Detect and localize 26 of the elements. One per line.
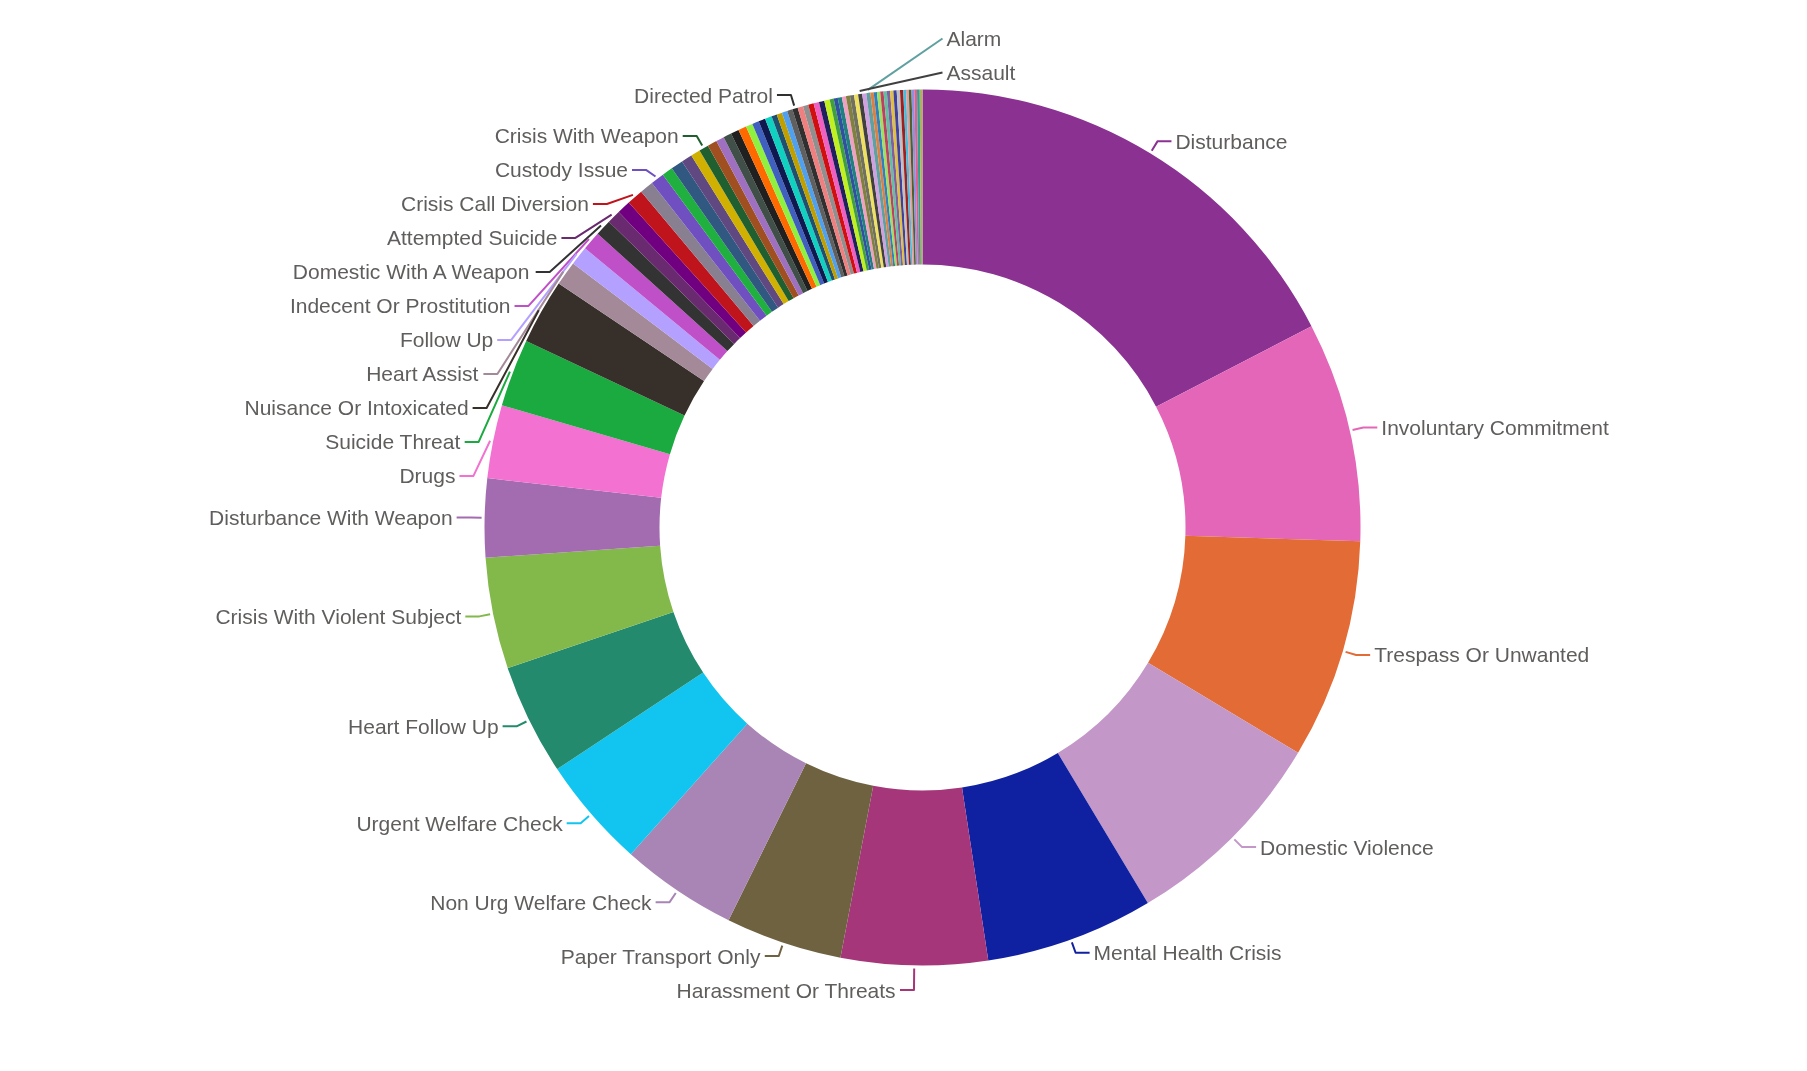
slice-label: Crisis With Violent Subject (215, 604, 462, 628)
slice-label: Assault (946, 61, 1016, 84)
slice-label: Domestic With A Weapon (292, 260, 530, 284)
slice-label: Crisis Call Diversion (401, 192, 589, 216)
slice-label: Non Urg Welfare Check (430, 890, 653, 914)
slice-label: Harassment Or Threats (676, 978, 896, 1002)
slice-label: Disturbance With Weapon (209, 506, 453, 530)
slice-label: Drugs (399, 464, 456, 488)
slice-label: Domestic Violence (1260, 835, 1434, 859)
slice-label: Crisis With Weapon (494, 124, 679, 148)
slice-label: Follow Up (399, 328, 494, 352)
slice-label: Involuntary Commitment (1381, 416, 1610, 440)
slice-label: Mental Health Crisis (1093, 941, 1282, 965)
slice-label: Heart Follow Up (348, 714, 499, 738)
slice-label: Heart Assist (366, 362, 479, 386)
slice-label: Suicide Threat (325, 430, 461, 454)
slice-label: Urgent Welfare Check (356, 811, 564, 835)
slice-label: Attempted Suicide (387, 226, 558, 250)
slice-label: Paper Transport Only (560, 944, 761, 968)
slice-label: Directed Patrol (634, 83, 773, 107)
slice-label: Indecent Or Prostitution (289, 294, 511, 318)
slice-label: Disturbance (1175, 129, 1288, 153)
slice-label: Alarm (946, 27, 1002, 50)
slice-label: Nuisance Or Intoxicated (244, 396, 469, 420)
slice-label: Custody Issue (494, 158, 629, 182)
slice-label: Trespass Or Unwanted (1374, 643, 1590, 667)
